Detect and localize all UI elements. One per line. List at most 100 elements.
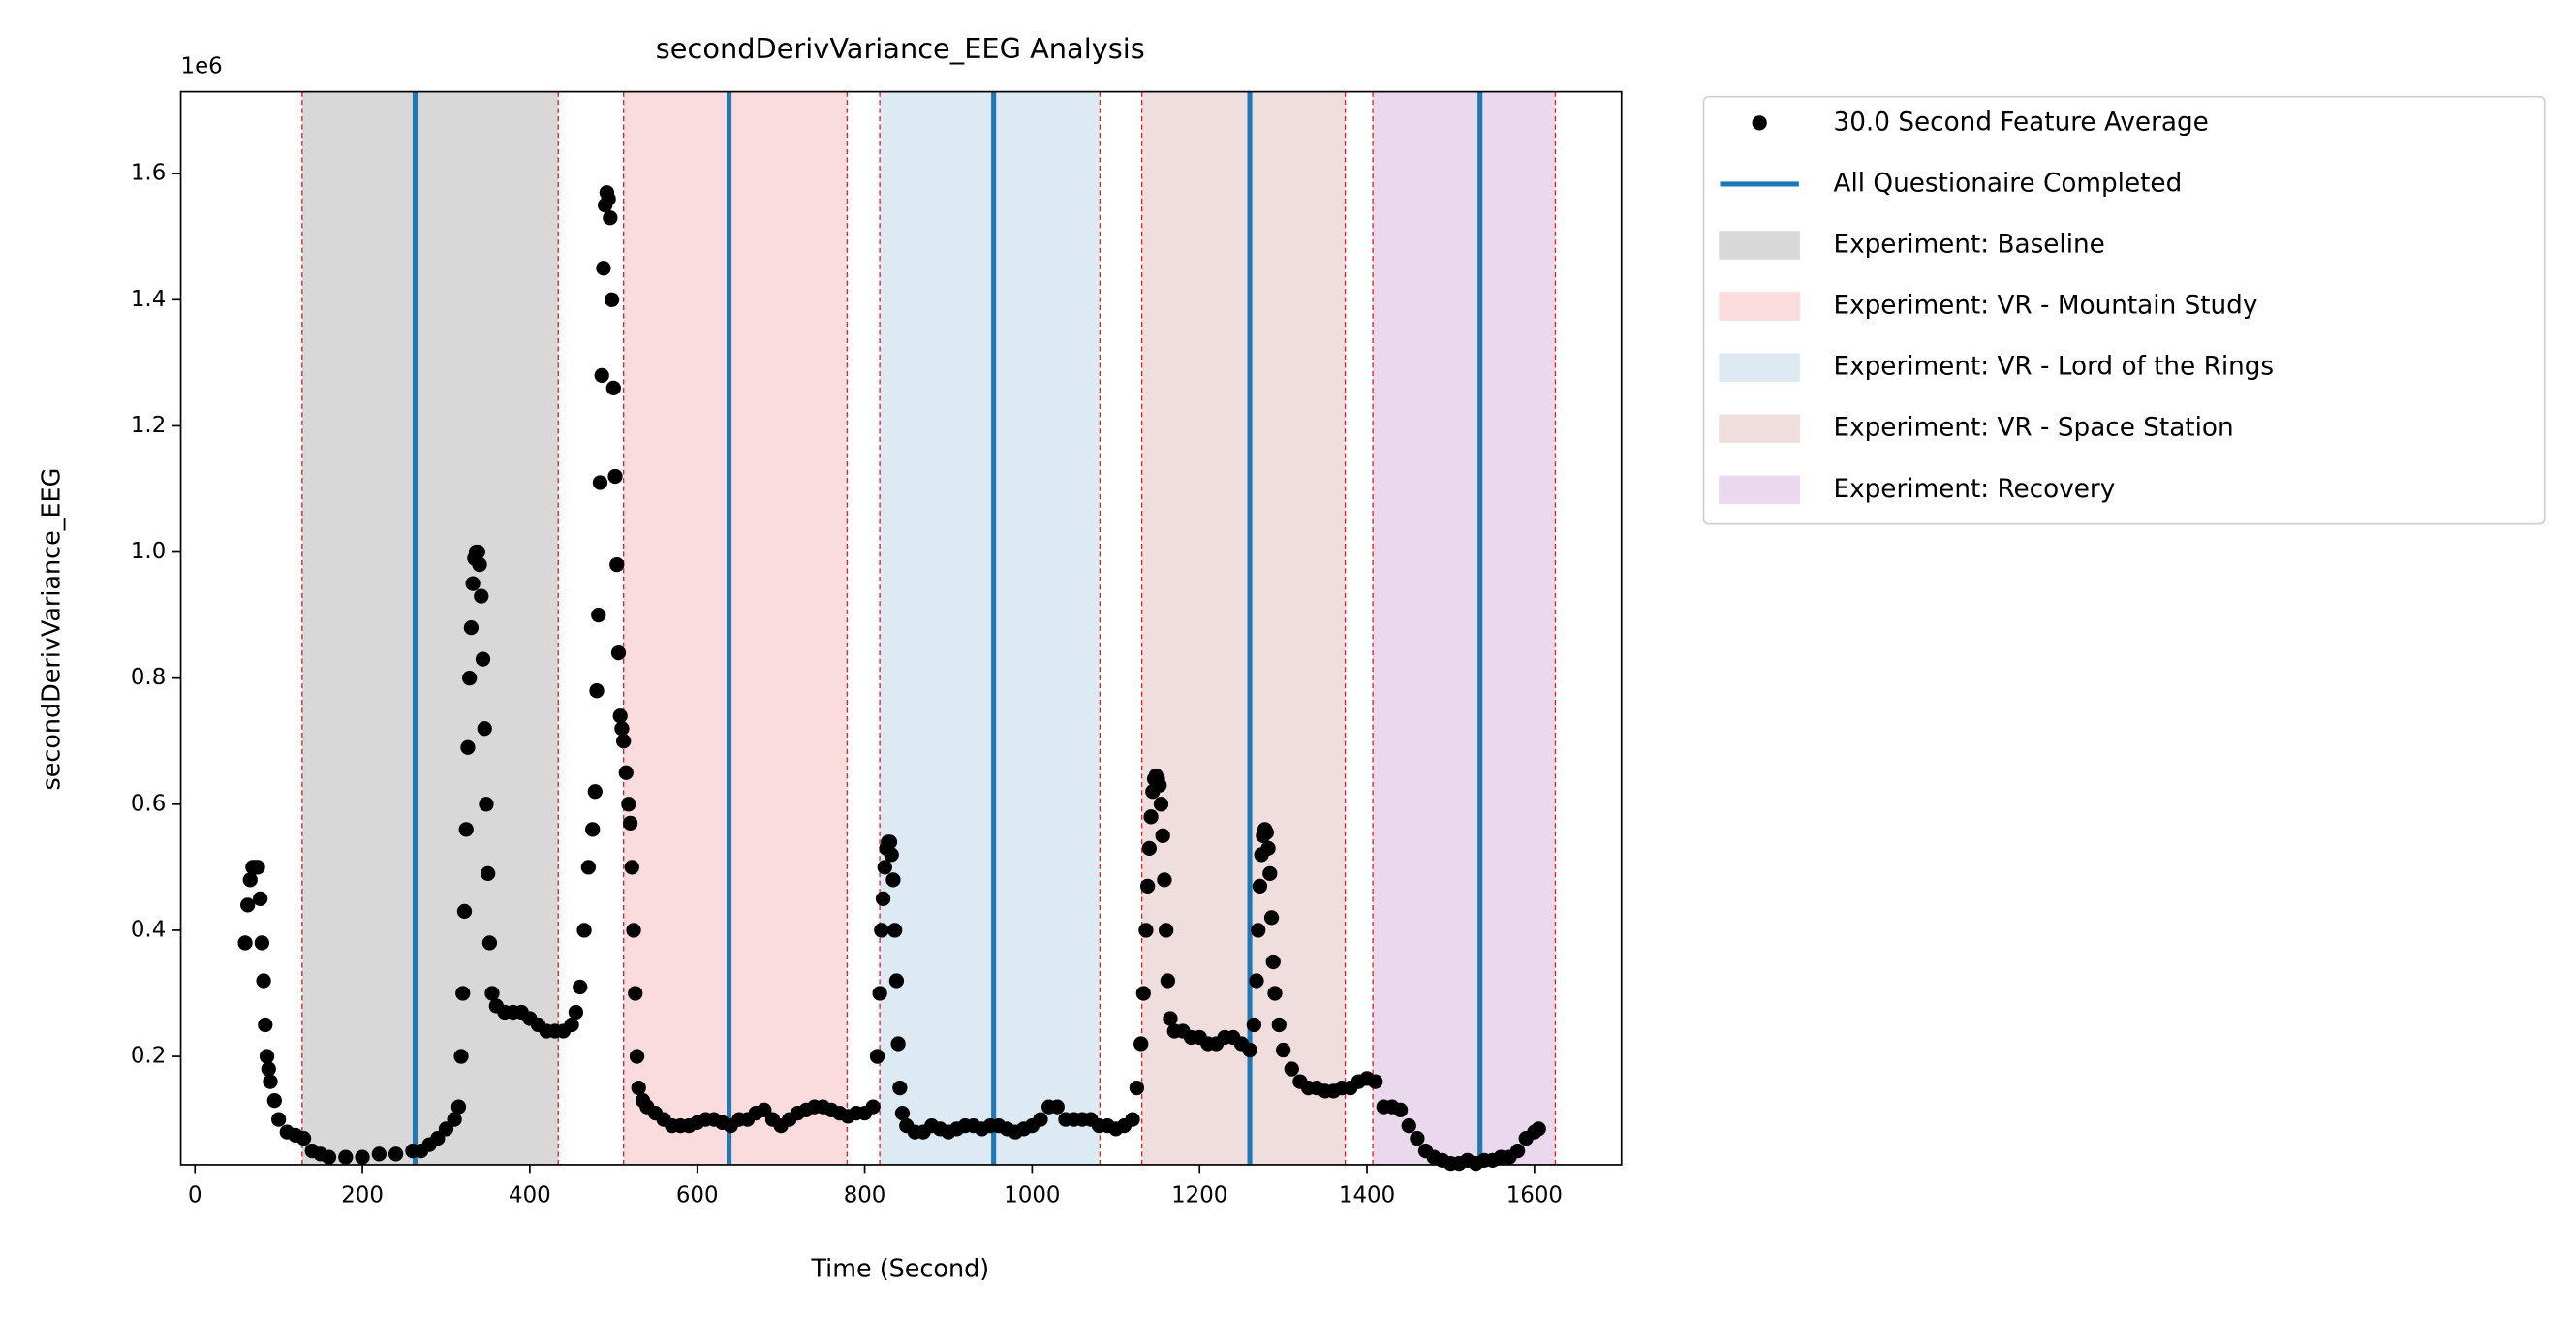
data-point [1249,973,1264,989]
data-point [604,292,620,307]
y-tick-label: 0.4 [131,917,166,942]
x-axis-label: Time (Second) [810,1253,989,1282]
data-point [628,986,643,1001]
data-point [1160,973,1176,989]
data-point [475,651,491,667]
data-point [455,986,471,1001]
data-point [603,210,618,226]
data-point [592,475,608,490]
data-point [1275,1042,1291,1058]
data-point [631,1080,646,1096]
data-point [1143,809,1159,825]
data-point [618,765,634,780]
y-tick-label: 1.6 [131,161,166,186]
y-tick-label: 1.2 [131,413,166,438]
data-point [882,834,898,850]
data-point [610,645,627,661]
data-point [458,822,474,837]
legend-label: 30.0 Second Feature Average [1834,108,2209,137]
data-point [1392,1102,1409,1117]
legend-label: Experiment: VR - Space Station [1834,414,2234,443]
data-point [892,1080,908,1096]
data-point [888,973,905,989]
data-point [621,797,636,812]
data-point [872,986,887,1001]
legend-patch [1719,231,1801,260]
plot-frame [179,90,1623,1166]
x-tick-label: 1600 [1506,1183,1563,1209]
data-point [1138,923,1154,938]
y-tick-label: 0.8 [131,665,166,690]
data-point [388,1146,404,1162]
data-point [1153,797,1169,812]
y-offset-label: 1e6 [181,54,223,79]
legend-label: Experiment: Baseline [1834,230,2105,259]
data-point [1267,986,1283,1001]
data-point [1368,1074,1383,1089]
data-point [885,872,901,888]
legend-patch [1719,414,1801,444]
data-point [1152,777,1167,793]
data-point [430,1130,446,1146]
data-point [1155,828,1170,843]
legend-label: Experiment: VR - Lord of the Rings [1834,353,2275,382]
y-tick-label: 1.4 [131,287,166,312]
data-point [1163,1011,1178,1026]
data-point [609,556,625,573]
chart-title: secondDerivVariance_EEG Analysis [656,32,1145,65]
data-point [607,468,623,485]
y-tick-label: 0.2 [131,1044,166,1069]
data-point [626,923,641,938]
data-point [266,1092,282,1109]
data-point [479,797,494,812]
data-point [481,935,498,951]
data-point [869,1049,885,1064]
data-point [1133,1036,1149,1052]
data-point [564,1017,579,1033]
data-point [622,815,638,831]
data-point [465,576,481,591]
data-point [894,1105,911,1121]
data-point [1049,1099,1065,1115]
data-point [1242,1042,1257,1058]
data-point [463,619,480,636]
data-point [596,261,611,276]
data-point [1401,1117,1416,1134]
data-point [629,1049,645,1064]
y-tick-label: 0.6 [131,791,166,816]
data-point [624,860,639,875]
data-point [573,979,588,995]
data-point [1262,865,1278,882]
data-point [456,903,473,920]
data-point [438,1121,454,1137]
data-point [450,1099,467,1115]
data-point [601,191,616,206]
data-point [616,734,632,749]
data-point [477,721,492,737]
y-tick-label: 1.0 [131,539,166,564]
data-point [258,1017,273,1033]
data-point [589,683,605,699]
data-point [1265,954,1281,970]
data-point [1159,923,1174,938]
data-point [481,865,496,882]
data-point [1509,1144,1526,1159]
data-point [1141,840,1157,856]
legend-label: Experiment: Recovery [1834,475,2116,504]
data-point [1258,825,1274,840]
span [880,91,1101,1165]
x-tick-label: 200 [341,1183,384,1209]
data-point [890,1036,906,1052]
data-point [568,1004,584,1021]
x-tick-label: 1000 [1004,1183,1060,1209]
data-point [259,1049,275,1064]
data-point [240,897,256,913]
data-point [884,847,899,863]
data-point [1271,1017,1287,1033]
legend-box [1702,95,2546,525]
data-point [371,1146,387,1162]
data-point [874,923,889,938]
legend-patch [1719,292,1801,321]
data-point [1135,986,1151,1001]
